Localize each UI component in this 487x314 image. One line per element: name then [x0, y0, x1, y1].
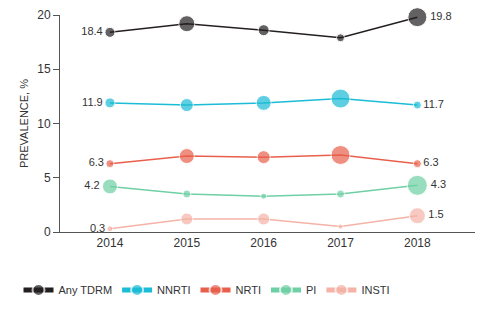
- svg-text:PREVALENCE, %: PREVALENCE, %: [18, 79, 30, 168]
- svg-text:NNRTI: NNRTI: [157, 284, 190, 296]
- svg-text:18.4: 18.4: [81, 25, 102, 37]
- svg-text:19.8: 19.8: [430, 10, 451, 22]
- svg-text:5: 5: [44, 171, 51, 185]
- svg-text:PI: PI: [306, 284, 316, 296]
- svg-text:2016: 2016: [250, 236, 277, 250]
- svg-text:11.7: 11.7: [423, 98, 444, 110]
- svg-text:10: 10: [37, 117, 51, 131]
- svg-text:6.3: 6.3: [89, 156, 104, 168]
- svg-text:0.3: 0.3: [90, 222, 105, 234]
- svg-text:0: 0: [44, 225, 51, 239]
- svg-text:4.3: 4.3: [431, 178, 446, 190]
- svg-text:15: 15: [37, 62, 51, 76]
- svg-text:4.2: 4.2: [84, 179, 99, 191]
- svg-text:INSTI: INSTI: [361, 284, 389, 296]
- svg-text:2017: 2017: [327, 236, 354, 250]
- svg-text:1.5: 1.5: [428, 208, 443, 220]
- svg-text:6.3: 6.3: [423, 156, 438, 168]
- svg-text:Any TDRM: Any TDRM: [59, 284, 113, 296]
- svg-text:11.9: 11.9: [82, 96, 103, 108]
- svg-text:NRTI: NRTI: [236, 284, 261, 296]
- svg-text:2014: 2014: [97, 236, 124, 250]
- svg-text:2015: 2015: [173, 236, 200, 250]
- svg-text:20: 20: [37, 8, 51, 22]
- svg-text:2018: 2018: [404, 236, 431, 250]
